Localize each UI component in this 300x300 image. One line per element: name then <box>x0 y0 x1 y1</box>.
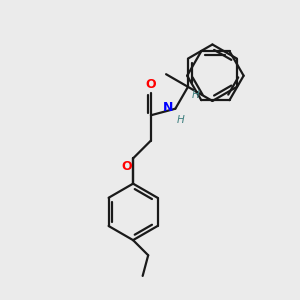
Text: O: O <box>146 78 156 91</box>
Text: N: N <box>163 101 173 114</box>
Text: H: H <box>191 90 199 100</box>
Text: O: O <box>121 160 132 173</box>
Text: H: H <box>177 115 184 125</box>
